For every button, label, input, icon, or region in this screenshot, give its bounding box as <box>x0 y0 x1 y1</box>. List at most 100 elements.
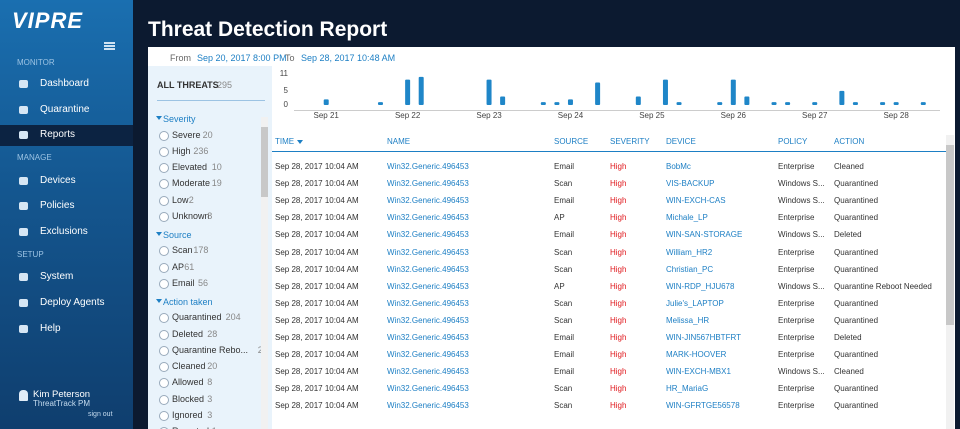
nav-item[interactable]: Devices <box>40 175 76 186</box>
filter-option[interactable]: Ignored <box>172 410 203 420</box>
cell: Scan <box>554 298 573 308</box>
radio[interactable] <box>159 146 169 157</box>
radio[interactable] <box>159 329 169 340</box>
cell: Enterprise <box>778 247 815 257</box>
filter-option[interactable]: High <box>172 145 191 156</box>
cell[interactable]: Julie's_LAPTOP <box>666 298 724 308</box>
cell[interactable]: Win32.Generic.496453 <box>387 162 469 171</box>
table-scrollbar[interactable] <box>946 135 954 429</box>
cell[interactable]: Win32.Generic.496453 <box>387 350 469 360</box>
menu-toggle[interactable] <box>104 42 115 50</box>
column-header[interactable]: NAME <box>387 137 411 146</box>
radio[interactable] <box>159 163 169 174</box>
cell[interactable]: Win32.Generic.496453 <box>387 367 469 377</box>
cell[interactable]: WIN-EXCH-CAS <box>666 196 726 206</box>
cell[interactable]: WIN-SAN-STORAGE <box>666 230 743 240</box>
group-title[interactable]: Severity <box>163 114 196 124</box>
filter-option[interactable]: Email <box>172 277 195 288</box>
cell[interactable]: Win32.Generic.496453 <box>387 230 469 240</box>
cell[interactable]: Win32.Generic.496453 <box>387 315 469 325</box>
cell[interactable]: Win32.Generic.496453 <box>387 281 469 291</box>
cell[interactable]: Win32.Generic.496453 <box>387 179 469 189</box>
nav-item[interactable]: Policies <box>40 200 75 211</box>
bar <box>812 102 818 105</box>
group-title[interactable]: Source <box>163 229 192 240</box>
filter-option[interactable]: Blocked <box>172 393 205 404</box>
to-date[interactable]: Sep 28, 2017 10:48 AM <box>301 53 396 63</box>
column-header[interactable]: SOURCE <box>554 137 589 146</box>
filter-option[interactable]: Severe <box>172 129 201 140</box>
filter-option[interactable]: Quarantine Rebo... <box>172 344 249 355</box>
cell[interactable]: WIN-RDP_HJU678 <box>666 281 735 291</box>
filter-option[interactable]: Moderate <box>172 178 211 189</box>
nav-item[interactable]: Deploy Agents <box>40 297 105 308</box>
column-header[interactable]: POLICY <box>778 137 808 146</box>
radio[interactable] <box>159 345 169 356</box>
radio[interactable] <box>159 362 169 373</box>
radio[interactable] <box>159 411 169 421</box>
filter-option[interactable]: Elevated <box>172 162 208 173</box>
filter-option[interactable]: Reported <box>172 426 209 429</box>
all-threats-label[interactable]: ALL THREATS <box>157 80 219 90</box>
cell[interactable]: William_HR2 <box>666 247 713 257</box>
column-header[interactable]: ACTION <box>834 137 865 146</box>
filter-option[interactable]: Scan <box>172 245 193 256</box>
cell[interactable]: Melissa_HR <box>666 315 710 325</box>
column-header[interactable]: DEVICE <box>666 137 696 146</box>
nav-item[interactable]: System <box>40 271 74 282</box>
cell[interactable]: Win32.Generic.496453 <box>387 401 469 411</box>
radio[interactable] <box>159 394 169 405</box>
cell[interactable]: WIN-GFRTGE56578 <box>666 401 740 411</box>
cell: Email <box>554 350 575 360</box>
filter-option[interactable]: Unknown <box>172 211 210 221</box>
cell[interactable]: Christian_PC <box>666 264 714 274</box>
cell[interactable]: Win32.Generic.496453 <box>387 196 469 206</box>
filter-option[interactable]: Cleaned <box>172 361 206 372</box>
nav-item[interactable]: Dashboard <box>40 78 89 89</box>
nav-item[interactable]: Quarantine <box>40 104 90 115</box>
cell[interactable]: Win32.Generic.496453 <box>387 333 469 342</box>
nav-item[interactable]: Help <box>40 323 61 334</box>
filter-option[interactable]: Low <box>172 194 189 205</box>
radio[interactable] <box>159 179 169 190</box>
radio[interactable] <box>159 313 169 324</box>
cell[interactable]: HR_MariaG <box>666 384 709 394</box>
radio[interactable] <box>159 212 169 222</box>
nav-item[interactable]: Reports <box>40 129 76 140</box>
radio[interactable] <box>159 130 169 141</box>
cell[interactable]: BobMc <box>666 162 691 171</box>
filter-scrollbar[interactable] <box>261 117 268 429</box>
cell[interactable]: WIN-EXCH-MBX1 <box>666 367 731 377</box>
radio[interactable] <box>159 378 169 389</box>
cell[interactable]: Win32.Generic.496453 <box>387 384 469 394</box>
cell[interactable]: MARK-HOOVER <box>666 350 727 360</box>
nav-item[interactable]: Exclusions <box>40 226 88 237</box>
cell[interactable]: VIS-BACKUP <box>666 179 715 189</box>
radio[interactable] <box>159 262 169 273</box>
filter-option[interactable]: AP <box>172 261 185 272</box>
bar <box>405 79 411 105</box>
column-header[interactable]: TIME <box>275 137 295 146</box>
cell: Sep 28, 2017 10:04 AM <box>275 384 359 394</box>
radio[interactable] <box>159 195 169 206</box>
cell: Scan <box>554 401 573 411</box>
radio[interactable] <box>159 246 169 257</box>
cell[interactable]: Win32.Generic.496453 <box>387 298 469 308</box>
cell[interactable]: Michale_LP <box>666 213 708 223</box>
cell: Quarantined <box>834 298 879 308</box>
cell[interactable]: Win32.Generic.496453 <box>387 264 469 274</box>
filter-count: 61 <box>184 261 195 272</box>
group-title[interactable]: Action taken <box>163 296 213 307</box>
from-date[interactable]: Sep 20, 2017 8:00 PM <box>197 53 287 63</box>
column-header[interactable]: SEVERITY <box>610 137 650 146</box>
sign-out[interactable]: sign out <box>88 411 113 418</box>
filter-option[interactable]: Deleted <box>172 328 204 339</box>
cell: High <box>610 384 627 394</box>
timeline-chart: 0 5 11 Sep 21 Sep 22 Sep 23 Sep 24 Sep 25 Sep 26… <box>280 69 940 120</box>
filter-option[interactable]: Quarantined <box>172 312 222 323</box>
cell[interactable]: Win32.Generic.496453 <box>387 213 469 223</box>
radio[interactable] <box>159 278 169 289</box>
cell[interactable]: Win32.Generic.496453 <box>387 247 469 257</box>
filter-option[interactable]: Allowed <box>172 377 204 388</box>
cell[interactable]: WIN-JIN567HBTFRT <box>666 333 741 342</box>
